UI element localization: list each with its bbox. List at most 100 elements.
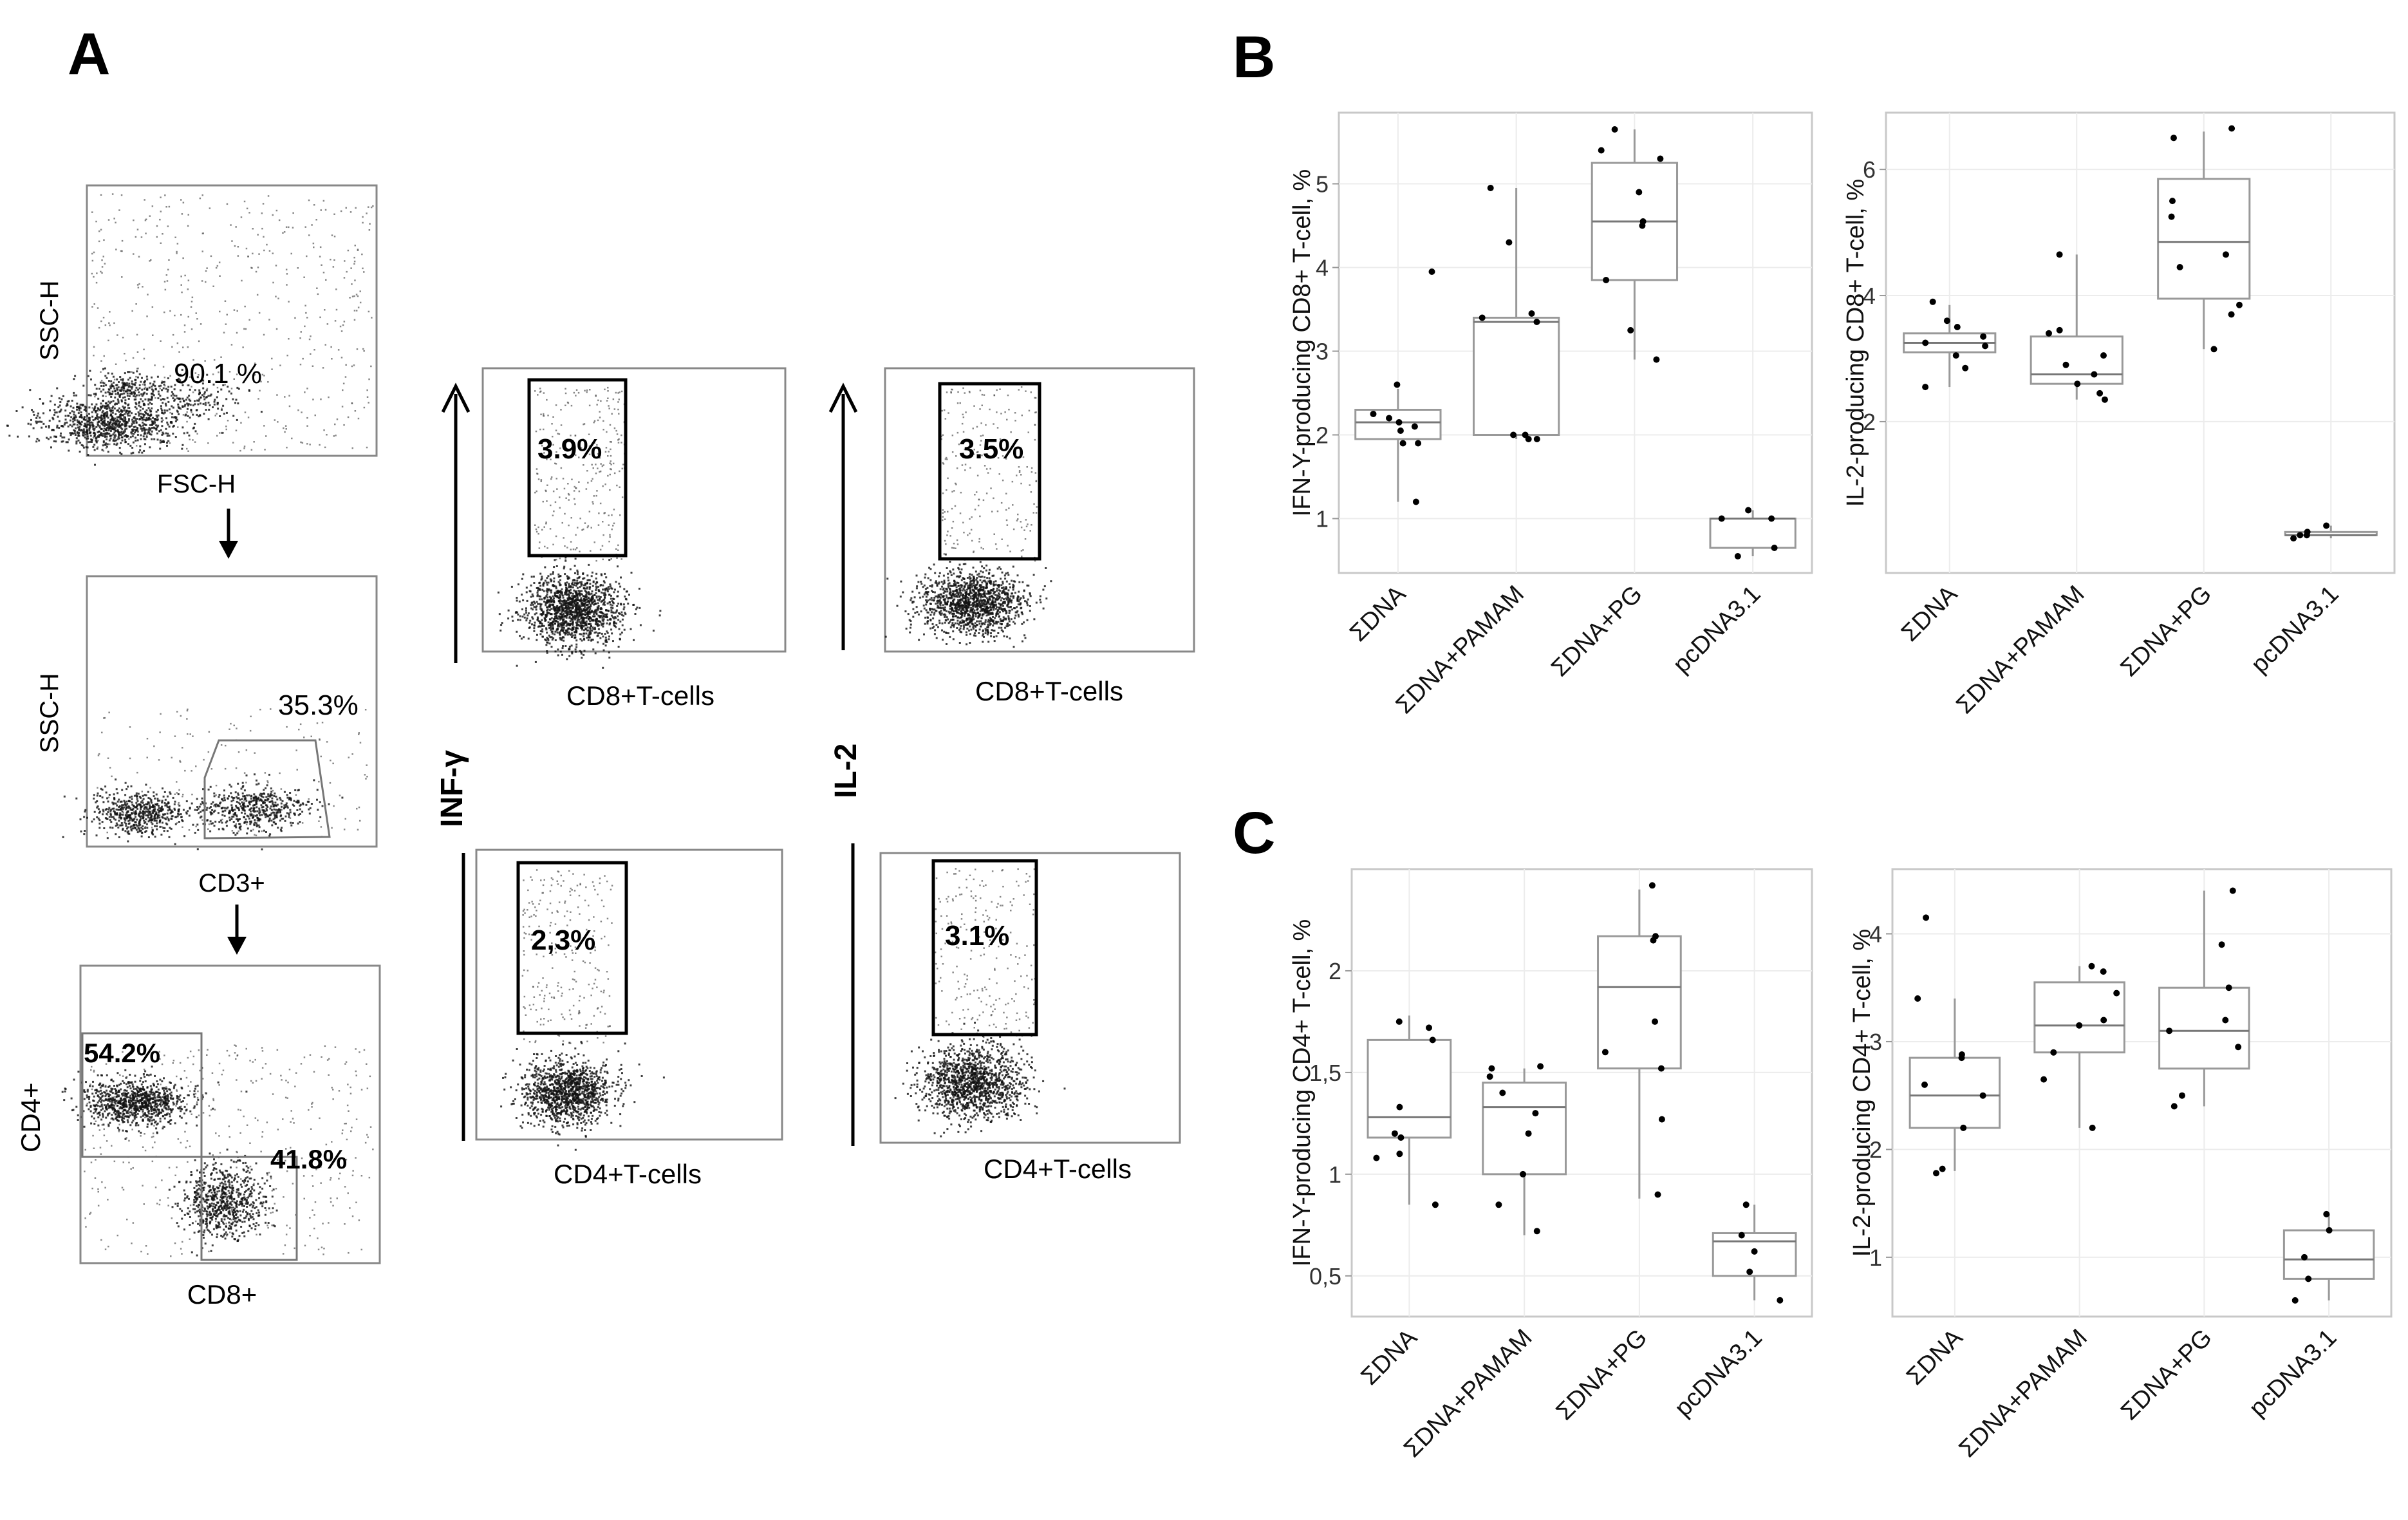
box (2157, 178, 2251, 300)
y-tick-label: 2 (1869, 1136, 1882, 1163)
x-axis-label: CD4+T-cells (554, 1159, 702, 1189)
x-tick-label: ΣDNA+PG (1551, 1324, 1653, 1426)
data-point (1533, 319, 1540, 325)
arrow-up-icon (828, 382, 858, 650)
data-point (1396, 1150, 1403, 1158)
data-point (1653, 356, 1660, 363)
data-point (1528, 310, 1535, 317)
data-point (1648, 882, 1656, 889)
data-point (1657, 1065, 1665, 1072)
y-axis-label: IFN-Y-producing CD8+ T-cell, % (1289, 169, 1316, 517)
data-point (1922, 384, 1929, 391)
data-point (2040, 1076, 2048, 1083)
data-point (1958, 1051, 1965, 1058)
plot-frame (86, 184, 378, 457)
data-point (1598, 147, 1605, 154)
data-point (2222, 1017, 2229, 1024)
flow-dot-cloud (62, 708, 368, 850)
gate-box (527, 378, 628, 558)
data-point (1601, 1049, 1609, 1056)
data-point (1742, 1201, 1750, 1208)
y-axis-label: IFN-Y-producing CD4+ T-cell, % (1289, 919, 1316, 1267)
gate-percent: 90.1 % (174, 358, 262, 389)
data-point (2166, 1027, 2173, 1035)
data-point (2100, 968, 2107, 975)
panel-label-c: C (1233, 800, 1275, 866)
y-axis-label: SSC-H (35, 673, 64, 753)
data-point (2076, 1022, 2083, 1029)
y-tick-label: 3 (1316, 339, 1329, 365)
x-axis-label: CD3+ (198, 869, 265, 897)
data-point (2062, 361, 2069, 368)
y-tick-label: 2 (1329, 958, 1341, 984)
gate-percent: 3.9% (537, 433, 602, 465)
data-point (1395, 419, 1403, 426)
data-point (2305, 1275, 2312, 1282)
data-point (2291, 1297, 2299, 1304)
gate-cd8-percent: 41.8% (270, 1144, 347, 1174)
flow-plot-cd3: 35.3% SSC-H CD3+ (35, 575, 378, 897)
data-point (2304, 529, 2311, 536)
plot-frame (86, 575, 378, 848)
data-point (1412, 498, 1419, 505)
data-point (1399, 440, 1406, 447)
data-point (1488, 1065, 1495, 1072)
x-tick-label: ΣDNA (1901, 1324, 1968, 1391)
data-point (1537, 1063, 1544, 1070)
box (1367, 1038, 1452, 1139)
data-point (2046, 330, 2052, 337)
data-point (2168, 213, 2175, 220)
data-point (1391, 1130, 1398, 1137)
gate-percent: 2,3% (531, 924, 595, 956)
x-tick-label: pcDNA3.1 (2246, 581, 2344, 679)
y-tick-label: 1,5 (1309, 1060, 1341, 1086)
data-point (1611, 126, 1618, 133)
x-tick-label: ΣDNA+PG (2116, 1324, 2217, 1426)
data-point (2179, 1092, 2185, 1099)
box (2158, 986, 2250, 1070)
data-point (1914, 995, 1921, 1002)
data-point (1411, 423, 1418, 430)
gate-percent: 3.5% (959, 433, 1023, 465)
x-axis-label: CD8+T-cells (975, 676, 1123, 706)
x-tick-label: pcDNA3.1 (1668, 581, 1766, 679)
flow-dot-cloud (497, 386, 662, 669)
data-point (1479, 314, 1486, 321)
data-point (2056, 326, 2063, 333)
data-point (1768, 515, 1775, 522)
data-point (2218, 941, 2225, 948)
flow-dot-cloud (500, 869, 665, 1151)
arrow-up-icon (441, 382, 471, 663)
data-point (1636, 189, 1643, 196)
flow-plot-cd4-cd8: 54.2% 41.8% CD4+ CD8+ (15, 964, 381, 1309)
data-point (2056, 251, 2063, 258)
gate-box (931, 859, 1038, 1037)
panel-label-a: A (68, 21, 110, 87)
data-point (1738, 1232, 1745, 1239)
x-axis-label: FSC-H (157, 470, 236, 498)
data-point (1532, 1110, 1539, 1117)
data-point (2170, 1103, 2178, 1110)
flow-plot-fsc-ssc: 90.1 % SSC-H FSC-H (6, 184, 378, 498)
x-tick-label: ΣDNA (1345, 580, 1412, 647)
data-point (2170, 135, 2177, 142)
data-point (1510, 431, 1517, 438)
x-axis-label: CD4+T-cells (984, 1154, 1132, 1184)
y-tick-label: 0,5 (1309, 1263, 1341, 1290)
data-point (2096, 389, 2104, 397)
data-point (1745, 507, 1752, 514)
data-point (2301, 1253, 2308, 1261)
y-axis-label: SSC-H (35, 281, 64, 361)
x-tick-label: ΣDNA+PG (2116, 581, 2217, 682)
y-tick-label: 2 (1316, 422, 1329, 449)
y-axis-label: CD4+ (15, 1082, 46, 1152)
data-point (1943, 317, 1950, 324)
data-point (2297, 532, 2304, 539)
data-point (1654, 1191, 1661, 1198)
data-point (1921, 1081, 1928, 1088)
data-point (1979, 1092, 1986, 1099)
box (1482, 1082, 1567, 1176)
plot-frame (481, 367, 787, 653)
